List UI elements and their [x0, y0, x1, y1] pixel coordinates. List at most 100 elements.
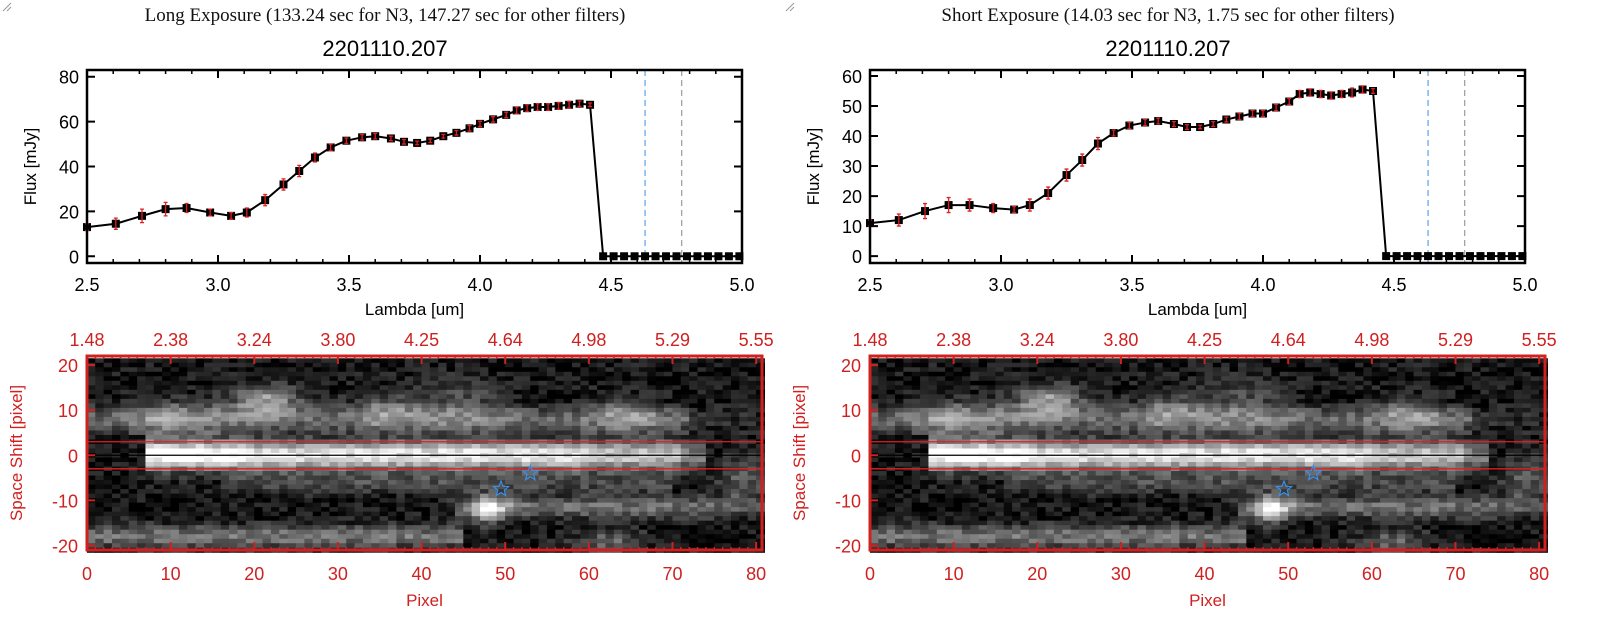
heatmap-cell: [270, 425, 280, 432]
heatmap-cell: [513, 525, 523, 531]
heatmap-cell: [270, 511, 280, 517]
heatmap-cell: [446, 376, 456, 382]
heatmap-cell: [496, 416, 506, 423]
heatmap-cell: [1079, 358, 1088, 364]
heatmap-cell: [362, 520, 372, 526]
heatmap-cell: [705, 380, 715, 386]
heatmap-cell: [413, 416, 423, 423]
error-bar: [896, 213, 901, 227]
heatmap-cell: [1271, 385, 1281, 391]
heatmap-cell: [1371, 362, 1381, 368]
heatmap-cell: [613, 498, 623, 504]
heatmap-cell: [1505, 380, 1515, 386]
heatmap-cell: [220, 489, 230, 495]
heatmap-cell: [1087, 407, 1097, 413]
heatmap-cell: [1212, 389, 1222, 395]
heatmap-cell: [1095, 371, 1105, 377]
heatmap-cell: [270, 498, 280, 504]
heatmap-cell: [572, 471, 581, 477]
heatmap-cell: [722, 529, 732, 535]
heatmap-cell: [1288, 394, 1298, 400]
heatmap-cell: [546, 462, 556, 468]
heatmap-cell: [538, 525, 548, 531]
heatmap-cell: [187, 475, 197, 481]
heatmap-cell: [722, 475, 732, 481]
heatmap-cell: [170, 484, 180, 490]
heatmap-cell: [630, 385, 640, 391]
heatmap-cell: [229, 480, 239, 486]
resize-grip-icon[interactable]: [0, 0, 12, 12]
heatmap-cell: [396, 511, 406, 517]
heatmap-cell: [220, 394, 230, 400]
heatmap-cell: [304, 462, 314, 468]
heatmap-cell: [145, 403, 155, 409]
heatmap-cell: [321, 380, 331, 386]
heatmap-cell: [388, 511, 397, 517]
heatmap-cell: [287, 529, 297, 535]
heatmap-cell: [1196, 389, 1206, 395]
panel-title: Long Exposure (133.24 sec for N3, 147.27…: [144, 5, 626, 26]
heatmap-cell: [505, 425, 515, 432]
heatmap-cell: [638, 398, 648, 404]
heatmap-cell: [664, 412, 674, 418]
heatmap-cell: [95, 462, 105, 468]
data-point: [1392, 252, 1401, 261]
heatmap-cell: [170, 471, 180, 477]
heatmap-cell: [1438, 403, 1448, 409]
heatmap-cell: [178, 475, 188, 481]
heatmap-cell: [505, 421, 515, 427]
heatmap-cell: [304, 511, 314, 517]
error-bar: [478, 120, 482, 128]
heatmap-cell: [563, 367, 573, 373]
heatmap-cell: [404, 462, 414, 468]
heatmap-cell: [446, 498, 456, 504]
heatmap-cell: [429, 462, 439, 468]
heatmap-cell: [1505, 389, 1515, 395]
heatmap-cell: [287, 489, 297, 495]
heatmap-cell: [1447, 362, 1457, 368]
heatmap-cell: [1463, 394, 1473, 400]
heatmap-cell: [438, 358, 448, 364]
heatmap-cell: [689, 358, 699, 364]
heatmap-cell: [730, 358, 740, 364]
heatmap-cell: [111, 389, 121, 395]
heatmap-cell: [1237, 376, 1247, 382]
heatmap-cell: [1338, 371, 1348, 377]
heatmap-cell: [580, 543, 590, 549]
heatmap-cell: [404, 538, 414, 544]
heatmap-cell: [546, 403, 556, 409]
heatmap-cell: [471, 511, 481, 517]
heatmap-cell: [438, 471, 448, 477]
heatmap-cell: [137, 385, 147, 391]
heatmap-cell: [111, 367, 121, 373]
heatmap-cell: [1137, 371, 1147, 377]
heatmap-cell: [379, 475, 389, 481]
heatmap-cell: [1028, 403, 1038, 409]
panel-title: Short Exposure (14.03 sec for N3, 1.75 s…: [941, 5, 1395, 26]
heatmap-cell: [697, 525, 707, 531]
heatmap-cell: [337, 362, 347, 368]
heatmap-cell: [546, 520, 556, 526]
heatmap-cell: [1497, 362, 1507, 368]
heatmap-cell: [195, 525, 205, 531]
heatmap-cell: [421, 407, 431, 413]
heatmap-cell: [1120, 367, 1130, 373]
heatmap-cell: [1212, 362, 1222, 368]
heatmap-cell: [538, 380, 548, 386]
heatmap-cell: [1154, 380, 1164, 386]
heatmap-cell: [337, 434, 347, 441]
top-tick-label: 3.80: [320, 330, 355, 350]
heatmap-cell: [321, 448, 331, 454]
heatmap-cell: [538, 385, 548, 391]
heatmap-cell: [1380, 389, 1390, 395]
heatmap-cell: [622, 380, 632, 386]
heatmap-cell: [254, 462, 264, 468]
heatmap-cell: [1070, 398, 1080, 404]
heatmap-cell: [936, 367, 946, 373]
heatmap-cell: [886, 380, 896, 386]
heatmap-cell: [454, 380, 464, 386]
heatmap-cell: [1380, 380, 1390, 386]
heatmap-cell: [655, 502, 665, 508]
heatmap-cell: [480, 367, 489, 373]
heatmap-cell: [1279, 407, 1289, 413]
